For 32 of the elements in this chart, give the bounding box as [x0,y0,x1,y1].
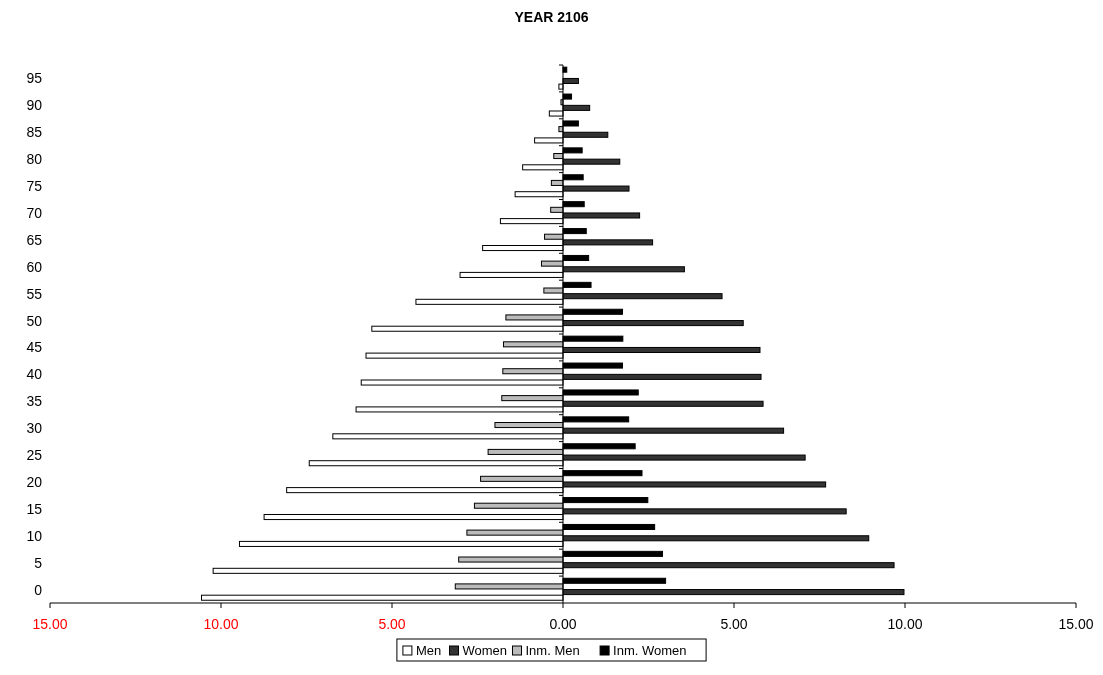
y-tick-label: 40 [26,366,43,383]
legend-label: Inm. Women [613,643,687,658]
legend-label: Inm. Men [525,643,580,658]
x-tick-label: 15.00 [1058,616,1094,632]
y-tick-label: 55 [26,285,43,302]
legend-label: Men [415,643,442,658]
x-tick-label: 0.00 [549,616,577,632]
y-tick-label: 95 [26,70,43,87]
y-tick-label: 10 [26,527,43,544]
y-tick-label: 60 [26,258,43,275]
x-tick-label: 5.00 [378,616,406,632]
chart-title: YEAR 2106 [514,9,589,25]
y-tick-label: 85 [26,124,43,141]
y-tick-label: 20 [26,473,43,490]
x-tick-label: 5.00 [720,616,748,632]
y-tick-label: 80 [26,151,43,168]
y-tick-label: 35 [26,393,43,410]
y-tick-label: 65 [26,231,43,248]
x-tick-label: 10.00 [203,616,239,632]
legend-label: Women [462,643,508,658]
y-tick-label: 50 [26,312,43,329]
y-tick-label: 0 [34,581,43,598]
y-tick-label: 70 [26,204,43,221]
y-tick-label: 75 [26,178,43,195]
y-tick-label: 25 [26,447,43,464]
y-tick-label: 90 [26,97,43,114]
y-tick-label: 15 [26,500,43,517]
y-tick-label: 30 [26,420,43,437]
x-tick-label: 15.00 [32,616,68,632]
x-tick-label: 10.00 [887,616,923,632]
y-tick-label: 45 [26,339,43,356]
y-tick-label: 5 [34,554,43,571]
